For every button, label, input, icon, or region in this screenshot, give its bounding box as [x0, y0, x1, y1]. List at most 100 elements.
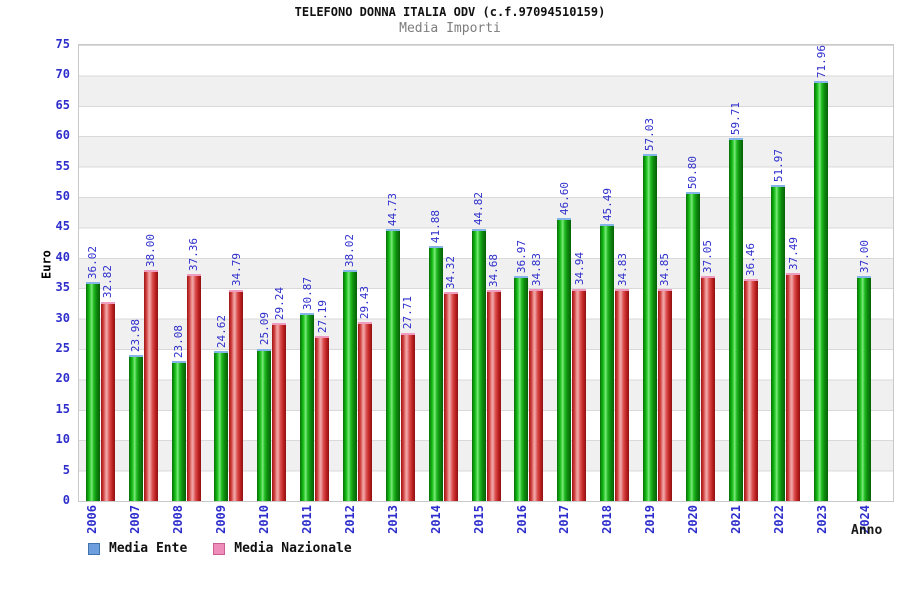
x-label-column: 2007 [127, 505, 142, 534]
bar-column: 36.02 [85, 45, 100, 501]
x-label-spacer [615, 505, 630, 534]
media-ente-swatch-icon [88, 542, 100, 555]
bar-group: 50.80 37.05 [679, 45, 722, 501]
media-ente-bar [85, 282, 100, 501]
bar-value-label: 34.83 [615, 253, 629, 287]
bar-value-label: 71.96 [814, 45, 828, 79]
media-nazionale-bar [272, 323, 287, 501]
bar-value-label: 44.82 [472, 192, 486, 226]
media-ente-bar [814, 81, 829, 501]
bar-group: 36.02 32.82 [79, 45, 122, 501]
media-ente-bar [300, 313, 315, 501]
x-label-column: 2012 [342, 505, 357, 534]
media-ente-bar [342, 269, 357, 501]
x-label-spacer [744, 505, 759, 534]
bar-column: 29.24 [272, 45, 287, 501]
bar-column: 23.08 [171, 45, 186, 501]
media-ente-bar [685, 192, 700, 501]
bar-value-label: 34.94 [572, 252, 586, 286]
x-label-group: 2012 [336, 505, 379, 534]
x-label-group: 2014 [422, 505, 465, 534]
x-label-spacer [400, 505, 415, 534]
y-axis-tick: 30 [55, 310, 70, 325]
x-label-column: 2006 [84, 505, 99, 534]
plot-groups: 36.02 32.82 23.98 38.00 23.08 37.36 24.62 34.79… [79, 45, 893, 501]
bar-value-label: 51.97 [771, 148, 785, 182]
media-nazionale-bar [186, 273, 201, 501]
x-label-group: 2010 [250, 505, 293, 534]
y-axis-tick: 35 [55, 280, 70, 295]
x-label-group: 2011 [293, 505, 336, 534]
bar-group: 44.82 34.68 [465, 45, 508, 501]
bar-column: 23.98 [128, 45, 143, 501]
x-label-spacer [357, 505, 372, 534]
bar-column: 34.85 [657, 45, 672, 501]
bar-group: 30.87 27.19 [293, 45, 336, 501]
media-nazionale-bar [657, 289, 672, 501]
media-nazionale-bar [143, 270, 158, 501]
media-ente-bar [642, 154, 657, 501]
bar-column: 37.49 [786, 45, 801, 501]
bar-value-label: 27.19 [315, 299, 329, 333]
x-axis-label-year: 2022 [772, 505, 787, 534]
bar-group: 24.62 34.79 [208, 45, 251, 501]
x-label-group: 2020 [679, 505, 722, 534]
y-axis-tick: 25 [55, 341, 70, 355]
y-axis-tick: 55 [55, 158, 70, 173]
bar-column: 44.82 [471, 45, 486, 501]
bar-column: 38.02 [342, 45, 357, 501]
x-label-column: 2017 [557, 505, 572, 534]
x-label-spacer [486, 505, 501, 534]
bar-value-label: 32.82 [101, 265, 115, 299]
y-axis-tick: 0 [62, 493, 70, 507]
x-axis-label-year: 2012 [342, 505, 357, 534]
bar-value-label: 37.36 [187, 237, 201, 271]
x-axis-label-year: 2008 [170, 505, 185, 534]
x-axis-label-year: 2007 [127, 505, 142, 534]
x-label-column: 2013 [385, 505, 400, 534]
bar-value-label: 59.71 [729, 101, 743, 135]
x-label-spacer [314, 505, 329, 534]
bar-value-label: 24.62 [214, 315, 228, 349]
bar-group: 57.03 34.85 [636, 45, 679, 501]
y-axis-tick: 50 [55, 189, 70, 203]
media-nazionale-bar [786, 273, 801, 501]
bar-value-label: 34.85 [658, 252, 672, 287]
plot-area: 36.02 32.82 23.98 38.00 23.08 37.36 24.62 34.79… [78, 44, 894, 502]
media-ente-bar [857, 276, 872, 501]
x-label-group: 2007 [121, 505, 164, 534]
x-label-group: 2017 [550, 505, 593, 534]
bar-column: 27.19 [315, 45, 330, 501]
media-nazionale-bar [315, 335, 330, 501]
x-label-group: 2008 [164, 505, 207, 534]
bar-value-label: 37.00 [857, 239, 871, 273]
bar-column [829, 45, 844, 501]
legend-item-media-nazionale: Media Nazionale [213, 541, 352, 556]
media-ente-bar [214, 351, 229, 501]
x-label-spacer [142, 505, 157, 534]
x-label-spacer [228, 505, 243, 534]
bar-value-label: 34.83 [529, 253, 543, 287]
media-nazionale-bar [700, 275, 715, 501]
x-axis-label-year: 2019 [643, 505, 658, 534]
x-axis-label-year: 2006 [84, 505, 99, 534]
x-label-column: 2008 [170, 505, 185, 534]
bar-group: 37.00 [850, 45, 893, 501]
bar-column: 41.88 [428, 45, 443, 501]
y-axis-tick: 60 [55, 128, 70, 143]
media-ente-bar [557, 217, 572, 501]
y-axis-tick: 75 [55, 37, 70, 51]
x-axis-label-year: 2009 [213, 505, 228, 534]
bar-column: 27.71 [400, 45, 415, 501]
bar-value-label: 46.60 [557, 181, 571, 215]
x-axis-label-year: 2011 [299, 505, 314, 534]
media-ente-bar [514, 276, 529, 501]
legend-item-media-ente: Media Ente [88, 541, 187, 556]
media-ente-bar [171, 360, 186, 501]
x-label-column: 2020 [686, 505, 701, 534]
x-label-spacer [443, 505, 458, 534]
x-axis-label-year: 2020 [686, 505, 701, 534]
x-label-column: 2009 [213, 505, 228, 534]
x-label-column: 2014 [428, 505, 443, 534]
media-nazionale-swatch-icon [213, 542, 226, 555]
